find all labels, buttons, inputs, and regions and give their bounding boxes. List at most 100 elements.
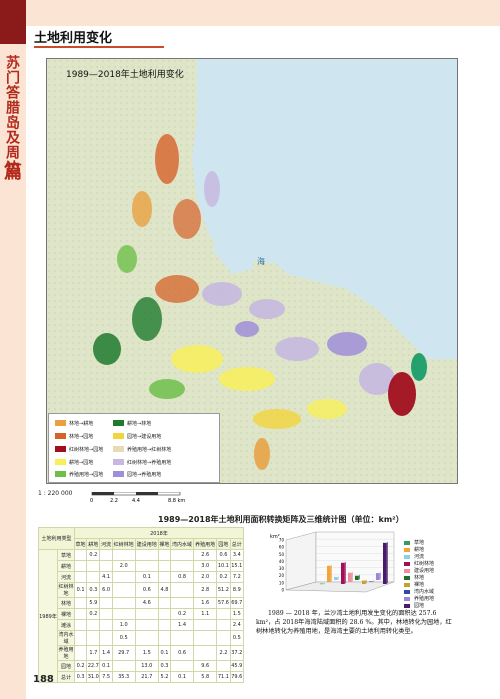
matrix-cell xyxy=(73,619,88,631)
matrix-cell: 0.2 xyxy=(73,660,88,672)
matrix-cell xyxy=(157,560,171,572)
bay-area xyxy=(212,229,257,274)
title-underline xyxy=(34,46,164,48)
matrix-row: 裸地 0.2 0.2 1.1 1.5 xyxy=(39,608,245,620)
legend-label: 养殖用地→红树林地 xyxy=(127,446,172,453)
matrix-column-header: 河流 xyxy=(99,538,113,550)
matrix-cell: 10.1 xyxy=(216,560,231,572)
chart-bar-5 xyxy=(355,575,359,580)
vertical-chapter-title: 苏门答腊岛及周边 xyxy=(4,55,20,175)
matrix-cell: 29.7 xyxy=(111,645,136,661)
chart-legend-label: 裸地 xyxy=(414,582,425,588)
matrix-row: 河流 4.1 0.1 0.8 2.0 0.2 7.2 xyxy=(39,571,245,583)
matrix-cell: 0.8 xyxy=(169,571,195,583)
chart-bar-1 xyxy=(327,565,331,582)
scale-ratio: 1 : 220 000 xyxy=(38,490,73,497)
matrix-cell: 1.4 xyxy=(99,645,113,661)
matrix-cell xyxy=(216,660,231,672)
chart-bar-0 xyxy=(320,583,324,585)
legend-label: 林地→耕地 xyxy=(69,420,94,427)
matrix-cell: 79.6 xyxy=(229,671,245,683)
y-tick-label: 60 xyxy=(279,545,285,550)
matrix-cell xyxy=(73,571,88,583)
matrix-cell: 1.1 xyxy=(193,608,218,620)
matrix-cell: 45.9 xyxy=(229,660,245,672)
matrix-cell: 0.5 xyxy=(229,630,245,646)
page-number: 188 xyxy=(33,674,54,685)
matrix-cell: 0.3 xyxy=(157,660,171,672)
matrix-row: 红树林地 0.1 0.3 6.0 0.6 4.8 2.8 51.2 8.9 xyxy=(39,582,245,598)
matrix-cell xyxy=(73,645,88,661)
matrix-cell xyxy=(111,660,136,672)
chart-bar-3 xyxy=(341,562,345,584)
chart-legend-label: 红树林地 xyxy=(414,561,435,567)
chart-legend-swatch xyxy=(404,555,410,559)
legend-swatch xyxy=(113,420,124,426)
chart-legend-swatch xyxy=(404,562,410,566)
matrix-cell: 57.6 xyxy=(216,597,231,609)
map-graphic: 海 xyxy=(47,59,457,483)
y-tick-label: 10 xyxy=(279,580,285,585)
matrix-cell xyxy=(99,630,113,646)
matrix-cell: 9.6 xyxy=(193,660,218,672)
matrix-cell: 0.2 xyxy=(86,608,101,620)
section-title: 土地利用变化 xyxy=(34,31,113,46)
matrix-cell xyxy=(73,630,88,646)
scale-tick: 0 xyxy=(90,498,93,504)
matrix-cell xyxy=(86,619,101,631)
matrix-row-label: 耕地 xyxy=(57,560,75,572)
matrix-cell xyxy=(157,597,171,609)
matrix-cell: 8.9 xyxy=(229,582,245,598)
matrix-cell: 2.2 xyxy=(216,645,231,661)
summary-paragraph: 1989 — 2018 年，兰沙湾土地利用发生变化的面积达 257.6 km²，… xyxy=(256,610,452,635)
chart-legend-label: 养殖用地 xyxy=(414,596,435,602)
chart-bar-6 xyxy=(362,580,366,584)
matrix-cell xyxy=(99,560,113,572)
matrix-cell xyxy=(169,597,195,609)
legend-label: 林地→园地 xyxy=(69,433,94,440)
three-d-bar-chart: km² 70 60 50 40 30 20 10 0 xyxy=(270,531,395,593)
matrix-cell: 71.1 xyxy=(216,671,231,683)
matrix-column-header: 养殖用地 xyxy=(193,538,218,550)
matrix-cell: 35.3 xyxy=(111,671,136,683)
matrix-cell xyxy=(134,560,159,572)
matrix-cell: 13.0 xyxy=(134,660,159,672)
matrix-cell xyxy=(86,560,101,572)
matrix-column-header: 湾内水域 xyxy=(169,538,195,550)
matrix-row: 园地 0.2 22.7 0.1 13.0 0.3 9.6 45.9 xyxy=(39,660,245,672)
matrix-cell xyxy=(216,608,231,620)
matrix-cell xyxy=(169,560,195,572)
matrix-cell xyxy=(134,619,159,631)
matrix-cell xyxy=(157,630,171,646)
chart-bar-side-5 xyxy=(358,574,360,580)
matrix-cell xyxy=(111,571,136,583)
matrix-cell: 0.5 xyxy=(111,630,136,646)
chart-bar-8 xyxy=(376,573,380,580)
side-band-dark xyxy=(0,0,26,44)
matrix-cell: 37.2 xyxy=(229,645,245,661)
side-band xyxy=(0,0,26,699)
chart-bar-7 xyxy=(369,581,373,583)
matrix-column-header: 耕地 xyxy=(86,538,101,550)
y-tick-label: 40 xyxy=(279,559,285,564)
legend-swatch xyxy=(55,420,66,426)
matrix-cell: 21.7 xyxy=(134,671,159,683)
matrix-cell xyxy=(134,630,159,646)
land-use-change-map: 海 xyxy=(46,58,458,484)
matrix-row: 总计 0.3 31.0 7.5 35.3 21.7 5.2 0.1 5.8 71.1 79.6 xyxy=(39,671,245,683)
matrix-row: 滩涂 1.0 1.4 2.4 xyxy=(39,619,245,631)
matrix-cell: 5.9 xyxy=(86,597,101,609)
matrix-cell xyxy=(99,597,113,609)
matrix-cell: 2.6 xyxy=(193,549,218,561)
matrix-cell: 5.2 xyxy=(157,671,171,683)
matrix-year-top: 2018年 xyxy=(74,527,244,539)
matrix-row: 湾内水域 0.5 0.5 xyxy=(39,630,245,646)
chart-legend-swatch xyxy=(404,590,410,594)
matrix-year-side: 1989年 xyxy=(38,549,58,683)
matrix-cell xyxy=(111,582,136,598)
matrix-cell: 5.8 xyxy=(193,671,218,683)
chart-legend-swatch xyxy=(404,541,410,545)
matrix-cell: 2.8 xyxy=(193,582,218,598)
matrix-cell xyxy=(193,619,218,631)
sea-label: 海 xyxy=(257,256,265,266)
